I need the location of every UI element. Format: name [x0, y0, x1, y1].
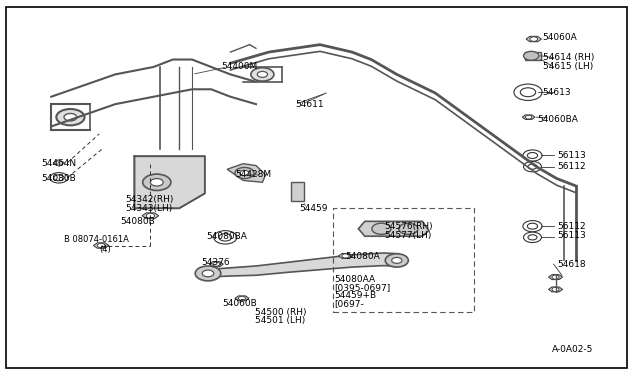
Polygon shape	[205, 253, 397, 277]
Circle shape	[219, 234, 232, 241]
Text: 54501 (LH): 54501 (LH)	[255, 316, 305, 325]
Circle shape	[520, 88, 536, 97]
Circle shape	[552, 287, 559, 292]
Text: 54060BA: 54060BA	[538, 115, 579, 124]
Text: 54577(LH): 54577(LH)	[384, 231, 431, 240]
Circle shape	[257, 71, 268, 77]
Circle shape	[527, 223, 538, 229]
Polygon shape	[209, 262, 223, 267]
Circle shape	[372, 223, 391, 234]
Text: 54576(RH): 54576(RH)	[384, 222, 433, 231]
Text: 54080B: 54080B	[42, 174, 76, 183]
Circle shape	[146, 213, 154, 218]
Text: 56112: 56112	[557, 162, 586, 171]
Text: 54500 (RH): 54500 (RH)	[255, 308, 306, 317]
Circle shape	[202, 270, 214, 277]
Text: 54080A: 54080A	[346, 252, 380, 261]
Text: 54459: 54459	[300, 204, 328, 213]
Circle shape	[97, 243, 105, 248]
Text: 54615 (LH): 54615 (LH)	[543, 62, 593, 71]
Text: 54060B: 54060B	[223, 299, 257, 308]
Circle shape	[235, 167, 254, 179]
Circle shape	[150, 179, 163, 186]
Polygon shape	[291, 182, 304, 201]
Polygon shape	[134, 156, 205, 208]
Text: A-0A02-5: A-0A02-5	[552, 345, 593, 354]
Text: 54342(RH): 54342(RH)	[125, 195, 173, 203]
Polygon shape	[339, 253, 353, 259]
Polygon shape	[93, 243, 109, 248]
Circle shape	[239, 296, 246, 301]
Text: 54080B: 54080B	[120, 217, 155, 226]
Circle shape	[342, 254, 349, 258]
Circle shape	[530, 37, 538, 41]
Circle shape	[514, 84, 542, 100]
Text: 54376: 54376	[202, 258, 230, 267]
Polygon shape	[235, 296, 249, 301]
Circle shape	[212, 262, 220, 266]
Circle shape	[64, 113, 77, 121]
Circle shape	[399, 223, 418, 234]
Circle shape	[392, 257, 402, 263]
Circle shape	[523, 150, 542, 161]
Circle shape	[524, 51, 539, 60]
Polygon shape	[526, 36, 541, 42]
Text: 54618: 54618	[557, 260, 586, 269]
Circle shape	[528, 235, 537, 240]
Polygon shape	[227, 164, 266, 182]
Circle shape	[56, 109, 84, 125]
Polygon shape	[522, 115, 535, 119]
Polygon shape	[525, 52, 541, 60]
Circle shape	[527, 153, 538, 158]
Text: 54400M: 54400M	[221, 62, 257, 71]
Text: 56112: 56112	[557, 222, 586, 231]
Text: [0395-0697]: [0395-0697]	[334, 283, 390, 292]
Polygon shape	[53, 160, 65, 166]
Circle shape	[552, 275, 559, 279]
Text: 54611: 54611	[296, 100, 324, 109]
Circle shape	[385, 254, 408, 267]
Circle shape	[523, 221, 542, 232]
Circle shape	[251, 68, 274, 81]
Circle shape	[525, 115, 532, 119]
Circle shape	[143, 174, 171, 190]
Text: 54428M: 54428M	[236, 170, 271, 179]
Text: 56113: 56113	[557, 151, 586, 160]
Text: B 08074-0161A: B 08074-0161A	[64, 235, 129, 244]
Text: 54080BA: 54080BA	[206, 232, 247, 241]
Text: 54459+B: 54459+B	[334, 291, 376, 300]
Text: 54614 (RH): 54614 (RH)	[543, 53, 594, 62]
Circle shape	[524, 232, 541, 243]
Circle shape	[524, 161, 541, 172]
Polygon shape	[142, 213, 159, 219]
Text: 54613: 54613	[543, 88, 572, 97]
Text: 54080AA: 54080AA	[334, 275, 375, 283]
Circle shape	[240, 170, 249, 176]
Text: [0697-: [0697-	[334, 299, 364, 308]
Text: 56113: 56113	[557, 231, 586, 240]
Polygon shape	[548, 275, 563, 280]
Circle shape	[195, 266, 221, 281]
Circle shape	[50, 173, 68, 183]
Circle shape	[528, 164, 537, 169]
Text: (4): (4)	[99, 245, 111, 254]
Polygon shape	[548, 287, 563, 292]
Text: 54343(LH): 54343(LH)	[125, 204, 172, 213]
Polygon shape	[358, 221, 429, 236]
Text: 54060A: 54060A	[543, 33, 577, 42]
Circle shape	[54, 175, 64, 181]
Text: 54464N: 54464N	[42, 159, 77, 168]
Circle shape	[214, 231, 237, 244]
